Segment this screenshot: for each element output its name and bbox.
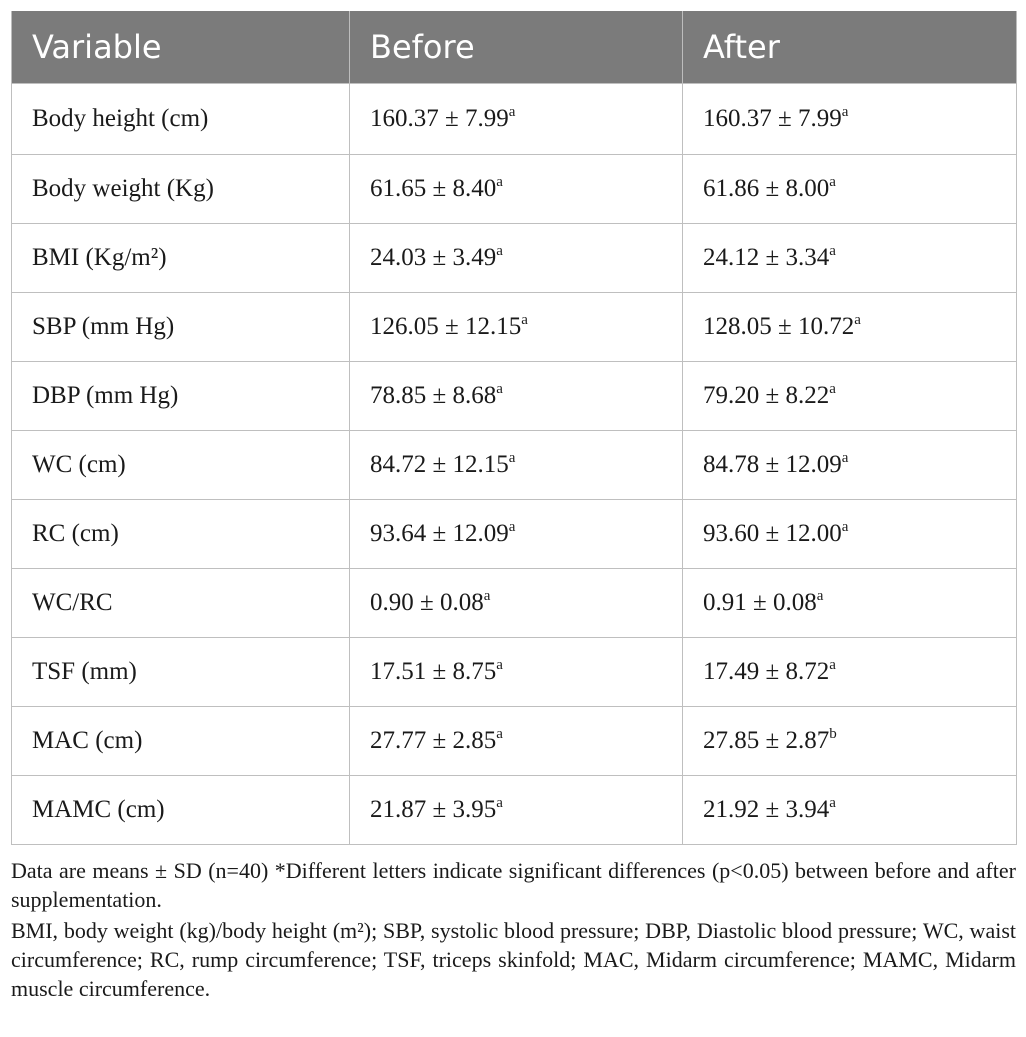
table-row: BMI (Kg/m²) 24.03 ± 3.49a 24.12 ± 3.34a	[11, 223, 1017, 293]
table-row: RC (cm) 93.64 ± 12.09a 93.60 ± 12.00a	[11, 499, 1017, 569]
before-significance-letter: a	[508, 104, 516, 120]
after-value: 0.91 ± 0.08	[703, 589, 817, 616]
header-row: Variable Before After	[11, 11, 1017, 84]
table-row: DBP (mm Hg) 78.85 ± 8.68a 79.20 ± 8.22a	[11, 361, 1017, 431]
after-significance-letter: b	[829, 726, 837, 742]
after-significance-letter: a	[841, 519, 849, 535]
before-significance-letter: a	[508, 519, 516, 535]
after-value: 24.12 ± 3.34	[703, 244, 830, 271]
cell-variable: TSF (mm)	[11, 637, 350, 707]
cell-after: 93.60 ± 12.00a	[682, 499, 1017, 569]
after-value: 128.05 ± 10.72	[703, 313, 855, 340]
before-significance-letter: a	[496, 174, 503, 190]
after-value: 21.92 ± 3.94	[703, 796, 830, 823]
before-significance-letter: a	[496, 381, 503, 397]
before-value: 0.90 ± 0.08	[370, 589, 484, 616]
after-significance-letter: a	[829, 174, 836, 190]
cell-after: 160.37 ± 7.99a	[682, 83, 1017, 155]
before-value: 27.77 ± 2.85	[370, 727, 497, 754]
data-table-container: Variable Before After Body height (cm) 16…	[11, 11, 1017, 845]
after-value: 93.60 ± 12.00	[703, 520, 842, 547]
cell-variable: Body height (cm)	[11, 83, 350, 155]
table-row: Body height (cm) 160.37 ± 7.99a 160.37 ± 7…	[11, 83, 1017, 155]
before-value: 126.05 ± 12.15	[370, 313, 522, 340]
cell-before: 24.03 ± 3.49a	[349, 223, 683, 293]
before-value: 24.03 ± 3.49	[370, 244, 497, 271]
before-significance-letter: a	[496, 243, 503, 259]
cell-after: 24.12 ± 3.34a	[682, 223, 1017, 293]
after-value: 17.49 ± 8.72	[703, 658, 830, 685]
after-significance-letter: a	[829, 657, 836, 673]
column-header-after: After	[682, 11, 1017, 84]
before-value: 61.65 ± 8.40	[370, 175, 497, 202]
cell-before: 27.77 ± 2.85a	[349, 706, 683, 776]
before-value: 93.64 ± 12.09	[370, 520, 509, 547]
cell-before: 0.90 ± 0.08a	[349, 568, 683, 638]
before-significance-letter: a	[496, 795, 503, 811]
cell-before: 84.72 ± 12.15a	[349, 430, 683, 500]
cell-before: 78.85 ± 8.68a	[349, 361, 683, 431]
after-value: 61.86 ± 8.00	[703, 175, 830, 202]
cell-after: 17.49 ± 8.72a	[682, 637, 1017, 707]
after-value: 27.85 ± 2.87	[703, 727, 830, 754]
before-value: 84.72 ± 12.15	[370, 451, 509, 478]
column-header-before: Before	[349, 11, 683, 84]
table-row: MAMC (cm) 21.87 ± 3.95a 21.92 ± 3.94a	[11, 775, 1017, 845]
after-significance-letter: a	[816, 588, 824, 604]
before-value: 17.51 ± 8.75	[370, 658, 497, 685]
table-body: Body height (cm) 160.37 ± 7.99a 160.37 ± 7…	[11, 83, 1017, 845]
data-table: Variable Before After Body height (cm) 16…	[11, 11, 1017, 845]
cell-after: 61.86 ± 8.00a	[682, 154, 1017, 224]
cell-before: 17.51 ± 8.75a	[349, 637, 683, 707]
before-significance-letter: a	[521, 312, 528, 328]
cell-before: 21.87 ± 3.95a	[349, 775, 683, 845]
cell-after: 79.20 ± 8.22a	[682, 361, 1017, 431]
cell-variable: RC (cm)	[11, 499, 350, 569]
cell-variable: Body weight (Kg)	[11, 154, 350, 224]
before-significance-letter: a	[496, 726, 503, 742]
cell-before: 93.64 ± 12.09a	[349, 499, 683, 569]
after-significance-letter: a	[829, 243, 836, 259]
after-significance-letter: a	[854, 312, 861, 328]
cell-after: 128.05 ± 10.72a	[682, 292, 1017, 362]
cell-variable: MAMC (cm)	[11, 775, 350, 845]
table-row: SBP (mm Hg) 126.05 ± 12.15a 128.05 ± 10.72…	[11, 292, 1017, 362]
table-row: Body weight (Kg) 61.65 ± 8.40a 61.86 ± 8.0…	[11, 154, 1017, 224]
footnote-abbreviations: BMI, body weight (kg)/body height (m²); …	[11, 918, 1016, 1001]
column-header-variable: Variable	[11, 11, 350, 84]
cell-after: 84.78 ± 12.09a	[682, 430, 1017, 500]
before-significance-letter: a	[496, 657, 503, 673]
cell-variable: MAC (cm)	[11, 706, 350, 776]
after-value: 79.20 ± 8.22	[703, 382, 830, 409]
table-row: WC (cm) 84.72 ± 12.15a 84.78 ± 12.09a	[11, 430, 1017, 500]
cell-after: 0.91 ± 0.08a	[682, 568, 1017, 638]
cell-variable: WC (cm)	[11, 430, 350, 500]
after-significance-letter: a	[829, 795, 836, 811]
after-significance-letter: a	[841, 104, 849, 120]
after-value: 84.78 ± 12.09	[703, 451, 842, 478]
cell-before: 61.65 ± 8.40a	[349, 154, 683, 224]
cell-variable: DBP (mm Hg)	[11, 361, 350, 431]
before-value: 78.85 ± 8.68	[370, 382, 497, 409]
cell-before: 160.37 ± 7.99a	[349, 83, 683, 155]
before-value: 160.37 ± 7.99	[370, 105, 509, 132]
table-row: MAC (cm) 27.77 ± 2.85a 27.85 ± 2.87b	[11, 706, 1017, 776]
cell-before: 126.05 ± 12.15a	[349, 292, 683, 362]
before-significance-letter: a	[483, 588, 491, 604]
after-significance-letter: a	[841, 450, 849, 466]
table-footnotes: Data are means ± SD (n=40) *Different le…	[11, 856, 1016, 1003]
after-significance-letter: a	[829, 381, 836, 397]
before-significance-letter: a	[508, 450, 516, 466]
table-row: TSF (mm) 17.51 ± 8.75a 17.49 ± 8.72a	[11, 637, 1017, 707]
cell-variable: BMI (Kg/m²)	[11, 223, 350, 293]
cell-variable: SBP (mm Hg)	[11, 292, 350, 362]
cell-variable: WC/RC	[11, 568, 350, 638]
after-value: 160.37 ± 7.99	[703, 105, 842, 132]
footnote-statistics: Data are means ± SD (n=40) *Different le…	[11, 858, 1016, 912]
before-value: 21.87 ± 3.95	[370, 796, 497, 823]
table-row: WC/RC 0.90 ± 0.08a 0.91 ± 0.08a	[11, 568, 1017, 638]
cell-after: 27.85 ± 2.87b	[682, 706, 1017, 776]
cell-after: 21.92 ± 3.94a	[682, 775, 1017, 845]
table-header: Variable Before After	[11, 11, 1017, 84]
